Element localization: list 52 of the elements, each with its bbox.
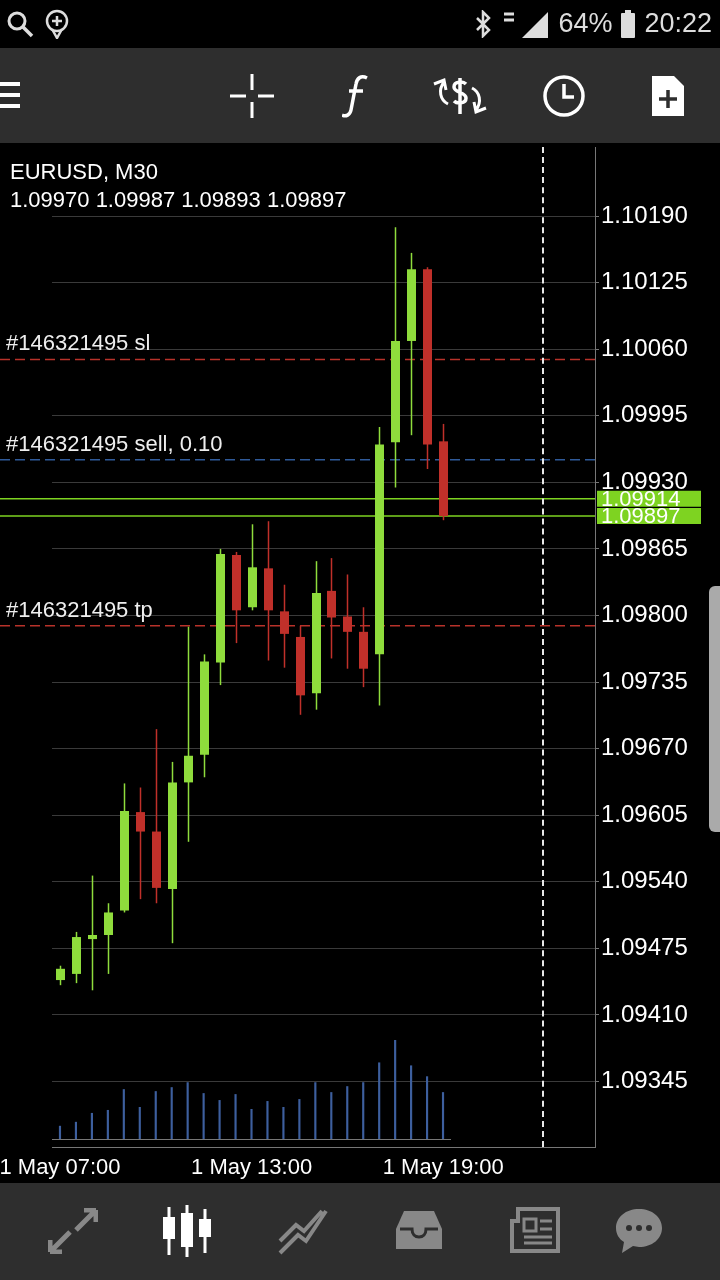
bar xyxy=(106,1109,109,1139)
y-tick-label: 1.10060 xyxy=(601,333,688,361)
bar xyxy=(330,1092,333,1139)
ref-line-label: #146321495 sl xyxy=(6,330,151,356)
bar xyxy=(186,1082,189,1139)
bar xyxy=(122,1089,125,1139)
bar xyxy=(74,1121,78,1139)
x-tick-label: 1 May 19:00 xyxy=(382,1154,504,1180)
bar xyxy=(266,1101,269,1139)
bar xyxy=(410,1065,413,1139)
y-tick-label: 1.09410 xyxy=(601,999,688,1027)
text: 64% xyxy=(558,8,613,39)
bar xyxy=(234,1094,237,1139)
y-tick-label: 1.09605 xyxy=(601,799,688,827)
y-tick-label: 1.09540 xyxy=(601,866,688,894)
bar xyxy=(250,1108,253,1139)
candlestick xyxy=(56,964,65,986)
y-tick-label: 1.09735 xyxy=(601,666,688,694)
bar xyxy=(314,1082,317,1139)
x-tick-label: 1 May 07:00 xyxy=(0,1154,121,1180)
bar xyxy=(154,1091,157,1139)
bar xyxy=(298,1099,301,1139)
y-tick-label: 1.09345 xyxy=(601,1066,688,1094)
bar xyxy=(138,1106,141,1139)
bar xyxy=(202,1093,205,1139)
y-tick-label: 1.10190 xyxy=(601,200,688,228)
candlestick xyxy=(104,902,113,975)
bar xyxy=(58,1125,62,1139)
bar xyxy=(346,1086,349,1139)
y-tick-label: 1.10125 xyxy=(601,267,688,295)
bar xyxy=(170,1087,173,1139)
text: 20:22 xyxy=(644,8,712,39)
candlestick xyxy=(88,874,97,992)
y-tick-label: 1.09995 xyxy=(601,400,688,428)
ref-line-label: #146321495 tp xyxy=(6,596,153,622)
bar xyxy=(441,1092,445,1139)
bar xyxy=(90,1112,93,1139)
y-tick-label: 1.09865 xyxy=(601,533,688,561)
y-tick-label: 1.09670 xyxy=(601,733,688,761)
bar xyxy=(362,1082,365,1139)
bar xyxy=(282,1106,285,1139)
x-tick-label: 1 May 13:00 xyxy=(191,1154,313,1180)
bar xyxy=(425,1076,429,1139)
bar xyxy=(218,1100,221,1139)
candlestick xyxy=(136,786,145,900)
ref-line-label: #146321495 sell, 0.10 xyxy=(6,430,223,456)
text: EURUSD, M30 xyxy=(10,158,159,186)
y-tick-label: 1.09475 xyxy=(601,932,688,960)
bar xyxy=(394,1040,397,1139)
text: 1.09970 1.09987 1.09893 1.09897 xyxy=(10,186,347,214)
bar xyxy=(378,1062,381,1139)
y-tick-label: 1.09800 xyxy=(601,600,688,628)
